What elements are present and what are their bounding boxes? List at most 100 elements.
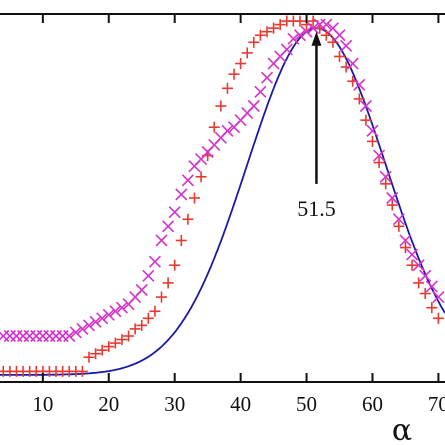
cross-marker xyxy=(307,22,320,35)
plus-marker xyxy=(188,192,200,204)
cross-marker xyxy=(82,319,96,332)
series-layer xyxy=(0,15,445,377)
plus-marker xyxy=(432,312,444,324)
plus-marker xyxy=(261,26,273,38)
plus-marker xyxy=(393,220,405,232)
plus-marker xyxy=(195,171,207,183)
plus-marker xyxy=(116,334,128,346)
fit-curve xyxy=(0,27,445,376)
cross-marker xyxy=(399,234,412,247)
cross-marker xyxy=(432,291,445,304)
cross-marker xyxy=(89,315,102,328)
cross-marker xyxy=(260,71,274,84)
plus-marker xyxy=(162,277,174,289)
annotation: 51.5 xyxy=(297,31,336,221)
cross-marker xyxy=(425,280,438,293)
plus-marker xyxy=(228,68,240,80)
plus-marker xyxy=(380,178,392,190)
plus-marker xyxy=(90,348,102,360)
x-tick-label: 40 xyxy=(230,392,251,416)
cross-marker xyxy=(254,85,267,98)
x-tick-label: 50 xyxy=(296,392,317,416)
cross-marker xyxy=(373,149,386,162)
cross-marker xyxy=(366,124,379,137)
cross-marker xyxy=(412,259,425,272)
cross-marker xyxy=(333,29,346,42)
cross-marker xyxy=(247,99,260,113)
cross-marker xyxy=(287,32,300,45)
plus-marker xyxy=(142,312,154,324)
cross-marker xyxy=(96,312,109,325)
cross-marker xyxy=(115,301,129,314)
cross-marker xyxy=(63,329,76,343)
plus-marker xyxy=(360,114,372,126)
fit-curve-layer xyxy=(0,27,445,376)
cross-marker xyxy=(102,308,115,321)
cross-marker xyxy=(379,170,392,183)
plus-marker xyxy=(254,29,266,41)
cross-marker xyxy=(392,213,405,226)
plus-marker xyxy=(373,157,385,169)
cross-marker xyxy=(280,43,293,56)
plus-marker xyxy=(175,234,187,246)
cross-marker xyxy=(221,124,234,137)
x-axis-label: α xyxy=(392,413,412,445)
plus-marker xyxy=(248,36,260,48)
cross-marker xyxy=(340,39,353,52)
plus-marker xyxy=(235,58,247,70)
x-tick-label: 10 xyxy=(32,392,53,416)
cross-marker xyxy=(293,29,307,42)
plus-marker xyxy=(386,199,398,211)
plus-marker xyxy=(169,259,181,271)
plus-marker xyxy=(149,305,161,317)
plus-marker xyxy=(96,344,108,356)
annotation-label: 51.5 xyxy=(297,196,336,221)
cross-marker xyxy=(175,188,188,201)
plus-marker xyxy=(129,323,141,335)
axes xyxy=(0,13,445,383)
plus-marker xyxy=(156,291,168,303)
x-tick-label: 20 xyxy=(98,392,119,416)
cross-marker xyxy=(320,18,333,31)
plus-marker xyxy=(274,19,286,31)
cross-marker xyxy=(135,283,148,297)
cross-marker xyxy=(69,326,82,339)
cross-marker xyxy=(359,99,372,113)
plus-marker xyxy=(353,93,365,105)
plus-marker xyxy=(208,121,220,133)
cross-marker xyxy=(109,305,122,318)
plus-marker xyxy=(320,29,332,41)
cross-marker xyxy=(300,25,313,38)
x-tick-label: 60 xyxy=(362,392,383,416)
x-ticks: 10 20 30 40 50 60 70 xyxy=(32,14,445,416)
cross-marker xyxy=(142,269,155,282)
plus-marker xyxy=(241,47,253,59)
cross-marker xyxy=(405,248,419,261)
cross-marker xyxy=(76,322,89,335)
cross-marker xyxy=(162,220,175,233)
series-plus xyxy=(0,15,444,377)
cross-marker xyxy=(419,269,432,282)
series-cross xyxy=(0,18,445,343)
cross-marker xyxy=(155,234,168,247)
plus-marker xyxy=(406,259,418,271)
plus-marker xyxy=(182,213,194,225)
cross-marker xyxy=(168,206,181,219)
plus-marker xyxy=(103,341,115,353)
plus-marker xyxy=(366,135,378,147)
plus-marker xyxy=(327,36,339,48)
plus-marker xyxy=(123,330,135,342)
cross-marker xyxy=(353,78,366,91)
plus-marker xyxy=(83,351,95,363)
plus-marker xyxy=(426,302,438,314)
plus-marker xyxy=(294,15,306,27)
plus-marker xyxy=(334,50,346,62)
plus-marker xyxy=(215,100,227,112)
plus-marker xyxy=(221,82,233,94)
x-tick-label: 30 xyxy=(164,392,185,416)
cross-marker xyxy=(148,255,161,268)
plus-marker xyxy=(76,365,88,377)
cross-marker xyxy=(181,174,194,187)
cross-marker xyxy=(386,191,399,205)
